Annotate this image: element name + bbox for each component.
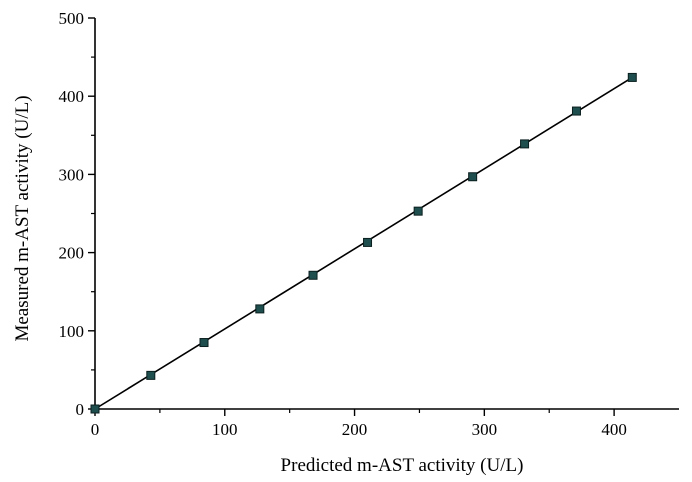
data-point	[90, 404, 100, 414]
y-ticks: 0 100 200 300 400 500	[59, 9, 95, 419]
y-tick-label: 300	[59, 165, 85, 184]
x-tick-label: 300	[472, 420, 498, 439]
y-tick-label: 400	[59, 87, 85, 106]
data-point	[571, 106, 581, 116]
data-point	[363, 237, 373, 247]
y-tick-label: 200	[59, 244, 85, 263]
x-tick-label: 100	[212, 420, 238, 439]
x-tick-label: 200	[342, 420, 368, 439]
y-axis-title: Measured m-AST activity (U/L)	[12, 95, 33, 341]
data-points	[90, 72, 637, 414]
data-point	[413, 206, 423, 216]
y-tick-label: 0	[76, 400, 85, 419]
data-point	[468, 172, 478, 182]
y-tick-label: 500	[59, 9, 85, 28]
y-tick-label: 100	[59, 322, 85, 341]
x-tick-label: 400	[601, 420, 627, 439]
data-point	[308, 270, 318, 280]
x-ticks: 0 100 200 300 400	[91, 409, 627, 439]
data-point	[255, 304, 265, 314]
data-point	[520, 139, 530, 149]
x-tick-label: 0	[91, 420, 100, 439]
data-point	[627, 72, 637, 82]
data-point	[199, 338, 209, 348]
data-point	[146, 370, 156, 380]
x-axis-title: Predicted m-AST activity (U/L)	[281, 455, 524, 476]
axes	[94, 18, 679, 410]
